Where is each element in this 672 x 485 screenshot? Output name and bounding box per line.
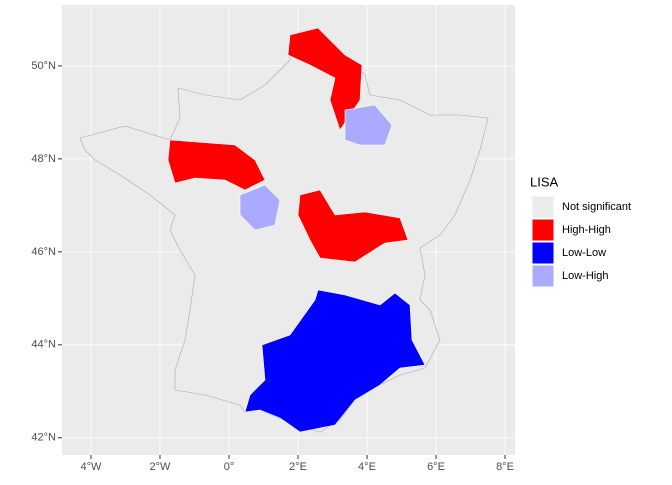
legend-key [531, 264, 555, 288]
region [167, 139, 266, 191]
legend-label: Low-High [562, 270, 608, 282]
region [344, 104, 393, 146]
x-tick-label: 6°E [427, 461, 445, 473]
y-tick-label: 48°N [31, 153, 56, 165]
region [297, 189, 409, 263]
legend-key [531, 218, 555, 242]
y-tick-label: 42°N [31, 432, 56, 444]
y-tick-label: 46°N [31, 246, 56, 258]
y-tick-label: 44°N [31, 339, 56, 351]
region [239, 184, 281, 231]
legend-key [531, 241, 555, 265]
x-tick-label: 4°E [358, 461, 376, 473]
x-tick-label: 2°E [289, 461, 307, 473]
legend-label: Not significant [562, 201, 631, 213]
region [287, 27, 363, 131]
legend-label: High-High [562, 224, 611, 236]
x-tick-label: 0° [224, 461, 235, 473]
legend-title: LISA [530, 174, 559, 189]
y-tick-label: 50°N [31, 60, 56, 72]
legend-label: Low-Low [562, 247, 606, 259]
legend-key [531, 195, 555, 219]
region [244, 289, 426, 433]
x-tick-label: 2°W [150, 461, 172, 473]
legend: LISA Not significant High-High Low-Low Low-… [530, 174, 631, 288]
x-tick-label: 8°E [496, 461, 514, 473]
x-tick-label: 4°W [81, 461, 103, 473]
